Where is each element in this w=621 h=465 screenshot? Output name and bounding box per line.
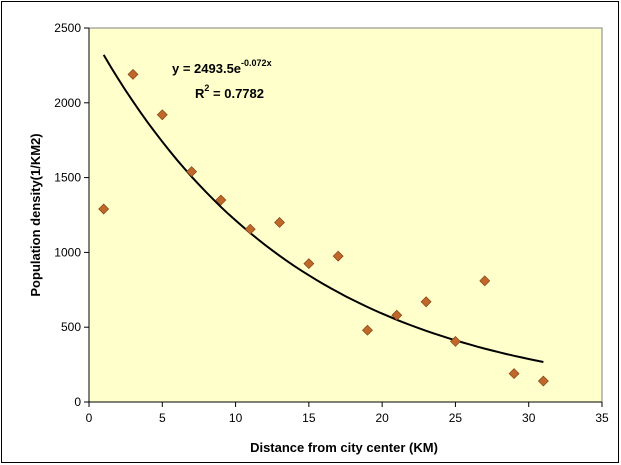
data-point — [508, 368, 520, 380]
data-point — [98, 203, 110, 215]
plot-area — [88, 27, 603, 403]
y-tick-label: 2000 — [54, 96, 81, 110]
y-tick-label: 1000 — [54, 245, 81, 259]
data-point — [127, 68, 139, 80]
data-point — [303, 258, 315, 270]
x-tick-label: 20 — [375, 411, 389, 425]
data-point — [391, 309, 403, 321]
r-squared-label: R2 = 0.7782 — [195, 83, 264, 101]
x-tick-label: 5 — [159, 411, 166, 425]
data-point — [215, 194, 227, 206]
data-point — [479, 275, 491, 287]
y-tick-label: 500 — [61, 320, 81, 334]
x-tick-label: 10 — [229, 411, 243, 425]
x-axis-title: Distance from city center (KM) — [250, 440, 438, 455]
x-tick-label: 25 — [449, 411, 463, 425]
y-tick-label: 0 — [74, 395, 81, 409]
data-point — [420, 296, 432, 308]
data-point — [332, 250, 344, 262]
y-tick-label: 2500 — [54, 21, 81, 35]
data-point — [537, 375, 549, 387]
trendline-equation: y = 2493.5e-0.072x — [172, 58, 272, 76]
data-point — [274, 217, 285, 228]
data-point — [156, 109, 168, 121]
data-point — [244, 223, 256, 235]
data-points — [98, 68, 549, 387]
data-point — [450, 335, 461, 347]
axes: 0 5 10 15 20 25 30 35 0 500 1000 1500 2000 2500 — [54, 21, 609, 425]
trendline — [102, 54, 544, 363]
x-tick-label: 0 — [86, 411, 93, 425]
y-tick-label: 1500 — [54, 171, 81, 185]
trendline-curve — [102, 54, 544, 363]
x-tick-label: 35 — [595, 411, 609, 425]
data-point — [186, 166, 198, 178]
data-point — [362, 324, 373, 336]
x-tick-label: 30 — [522, 411, 536, 425]
x-tick-label: 15 — [302, 411, 316, 425]
y-axis-title: Population density(1/KM2) — [28, 133, 43, 296]
